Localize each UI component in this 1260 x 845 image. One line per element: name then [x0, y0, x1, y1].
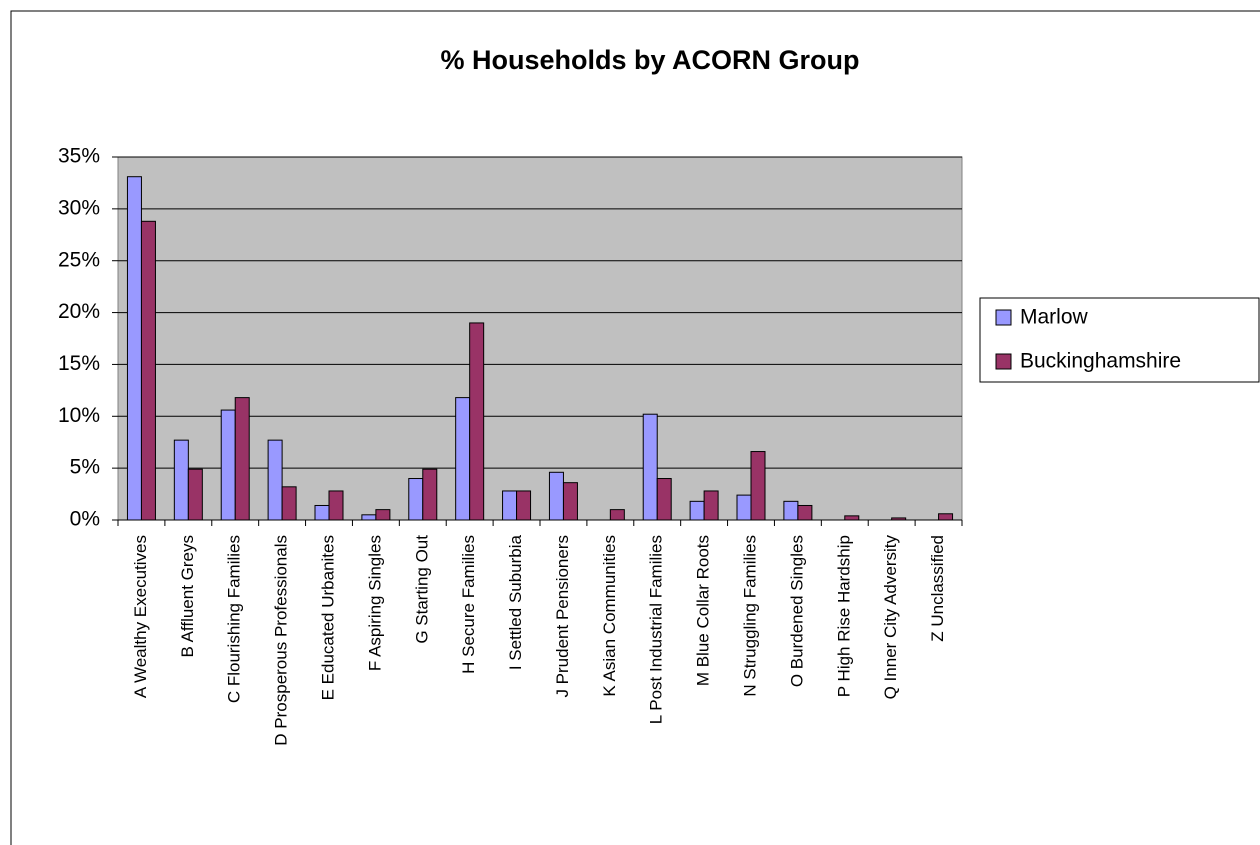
- bar: [314, 504, 330, 521]
- legend-box: [979, 297, 1260, 383]
- bar: [187, 468, 203, 521]
- bar: [516, 490, 532, 521]
- x-tick-label: D Prosperous Professionals: [272, 535, 291, 746]
- bar: [173, 439, 189, 521]
- bar: [797, 504, 813, 521]
- bar: [891, 517, 907, 521]
- bar: [281, 486, 297, 521]
- x-tick-label: B Affluent Greys: [178, 535, 197, 658]
- bar: [328, 490, 344, 521]
- x-tick-label: E Educated Urbanites: [318, 535, 337, 700]
- x-tick-label: G Starting Out: [412, 535, 431, 644]
- bar: [422, 468, 438, 521]
- y-tick-label: 15%: [58, 352, 100, 375]
- bar: [783, 500, 799, 521]
- y-tick-label: 20%: [58, 300, 100, 323]
- bar: [408, 478, 424, 521]
- bar: [844, 515, 860, 521]
- legend-label: Buckinghamshire: [1020, 350, 1181, 373]
- x-tick-label: L Post Industrial Families: [647, 535, 666, 724]
- bar: [361, 514, 377, 521]
- bar: [656, 478, 672, 521]
- y-tick-label: 5%: [70, 456, 100, 479]
- bar: [140, 220, 156, 521]
- x-tick-label: C Flourishing Families: [225, 535, 244, 703]
- bar: [375, 509, 391, 521]
- plot-area: [117, 156, 963, 521]
- y-tick-label: 30%: [58, 196, 100, 219]
- x-tick-label: H Secure Families: [459, 535, 478, 674]
- x-tick-label: F Aspiring Singles: [365, 535, 384, 671]
- chart-title: % Households by ACORN Group: [440, 45, 859, 75]
- legend-swatch: [995, 309, 1012, 326]
- bar: [126, 176, 142, 521]
- bar: [469, 322, 485, 521]
- legend-swatch: [995, 353, 1012, 370]
- y-tick-label: 25%: [58, 248, 100, 271]
- x-tick-label: O Burdened Singles: [787, 535, 806, 687]
- x-tick-label: I Settled Suburbia: [506, 534, 525, 670]
- y-tick-label: 10%: [58, 404, 100, 427]
- bar: [736, 494, 752, 521]
- x-tick-label: N Struggling Families: [740, 535, 759, 697]
- bar: [562, 482, 578, 521]
- bar: [938, 513, 954, 521]
- bar: [689, 500, 705, 521]
- bar: [703, 490, 719, 521]
- legend-label: Marlow: [1020, 306, 1089, 329]
- x-tick-label: J Prudent Pensioners: [553, 535, 572, 698]
- bar: [455, 397, 471, 521]
- x-tick-label: Q Inner City Adversity: [881, 535, 900, 700]
- x-tick-label: A Wealthy Executives: [131, 535, 150, 698]
- bar: [220, 409, 236, 521]
- x-tick-label: K Asian Communities: [600, 535, 619, 697]
- bar: [548, 471, 564, 521]
- bar: [267, 439, 283, 521]
- bar: [234, 397, 250, 521]
- bar: [502, 490, 518, 521]
- x-tick-label: M Blue Collar Roots: [694, 535, 713, 686]
- bar: [750, 451, 766, 521]
- x-tick-label: Z Unclassified: [928, 535, 947, 642]
- bar: [642, 413, 658, 521]
- y-tick-label: 35%: [58, 145, 100, 168]
- x-tick-label: P High Rise Hardship: [834, 535, 853, 697]
- bar: [609, 509, 625, 521]
- y-tick-label: 0%: [70, 508, 100, 531]
